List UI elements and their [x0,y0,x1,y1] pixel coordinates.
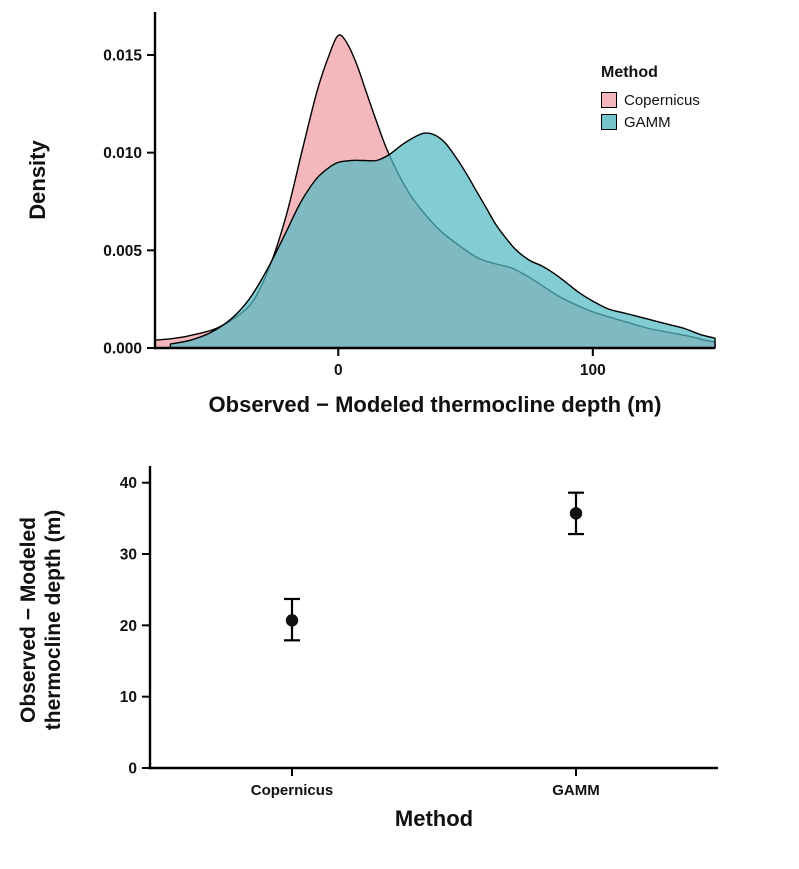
copernicus-swatch-icon [601,92,617,108]
legend-label-copernicus: Copernicus [624,91,700,109]
tick-label: 0 [334,362,343,379]
mean-point-gamm [569,507,583,520]
legend: Method Copernicus GAMM [601,64,700,133]
density-x-axis-title: Observed − Modeled thermocline depth (m) [208,392,662,417]
legend-label-gamm: GAMM [624,113,671,131]
tick-label: 0.010 [103,145,142,162]
tick-label: 40 [120,475,137,492]
mean-point-copernicus [285,614,299,627]
tick-label: 100 [580,362,606,379]
tick-label: 10 [120,689,137,706]
legend-item-copernicus: Copernicus [601,89,700,111]
tick-label: GAMM [552,782,600,799]
tick-label: 0.000 [103,341,142,358]
pointrange-chart: 0 10 20 30 40 Copernicus GAMM [120,466,718,799]
pointrange-y-axis-title-line2: thermocline depth (m) [42,509,65,731]
density-y-axis-title: Density [25,140,50,220]
tick-label: 0 [128,761,137,778]
pointrange-y-axis-title-line1: Observed − Modeled [17,517,40,723]
pointrange-y-axis-title: Observed − Modeled thermocline depth (m) [16,510,66,731]
tick-label: 0.015 [103,47,142,64]
legend-title: Method [601,64,658,81]
tick-label: 30 [120,547,137,564]
tick-label: Copernicus [251,782,334,799]
tick-label: 20 [120,618,137,635]
density-area-gamm [169,132,716,349]
density-chart: 0 100 0.000 0.005 0.010 0.015 [103,12,716,379]
tick-label: 0.005 [103,243,142,260]
gamm-swatch-icon [601,114,617,130]
pointrange-x-axis-title: Method [394,806,474,831]
legend-item-gamm: GAMM [601,111,700,133]
